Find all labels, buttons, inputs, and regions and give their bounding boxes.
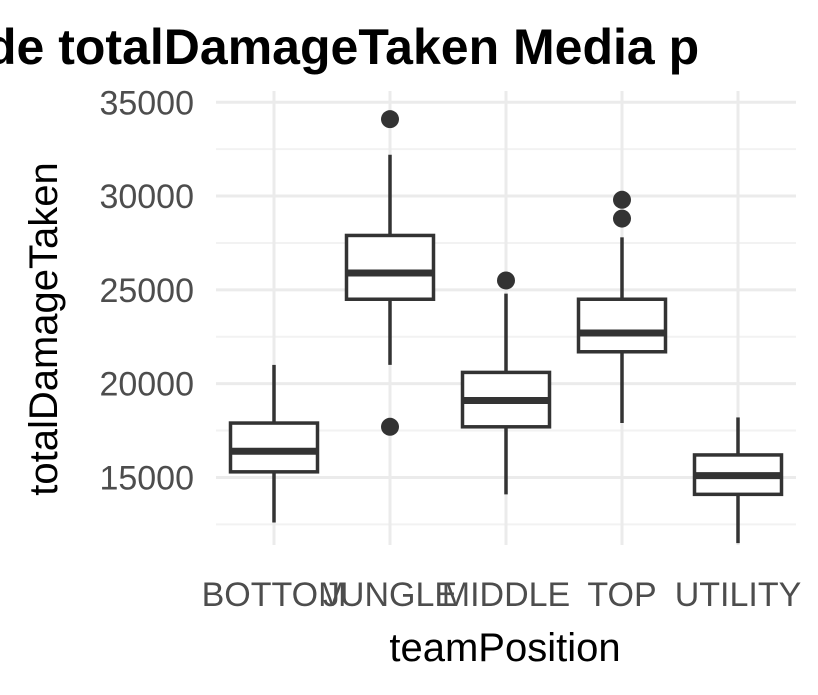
y-tick-label: 20000 — [99, 366, 194, 404]
box-group — [576, 190, 668, 424]
x-tick-label: TOP — [587, 576, 656, 614]
box-group — [344, 110, 436, 436]
x-tick-label: UTILITY — [675, 576, 802, 614]
y-tick-label: 30000 — [99, 178, 194, 216]
box-group — [460, 271, 552, 495]
y-tick-label: 25000 — [99, 272, 194, 310]
outlier-point — [613, 209, 631, 228]
box-group — [692, 417, 784, 544]
y-tick-label: 35000 — [99, 84, 194, 122]
y-tick-label: 15000 — [99, 459, 194, 497]
y-axis-title: totalDamageTaken — [22, 162, 66, 496]
iqr-box — [344, 233, 436, 301]
outlier-point — [381, 110, 399, 129]
chart-title: de totalDamageTaken Media p — [0, 19, 699, 75]
iqr-box — [576, 297, 668, 354]
x-axis-title: teamPosition — [389, 626, 620, 670]
y-axis-ticks: 15000 20000 25000 30000 35000 — [99, 84, 194, 497]
x-tick-label: MIDDLE — [442, 576, 570, 614]
box-group — [228, 364, 320, 523]
iqr-box — [228, 421, 320, 474]
outlier-point — [497, 271, 515, 290]
x-tick-label: JUNGLE — [323, 576, 457, 614]
outlier-point — [381, 417, 399, 436]
x-tick-label: BOTTOM — [202, 576, 347, 614]
boxplot-marks — [228, 110, 784, 544]
outlier-point — [613, 190, 631, 209]
